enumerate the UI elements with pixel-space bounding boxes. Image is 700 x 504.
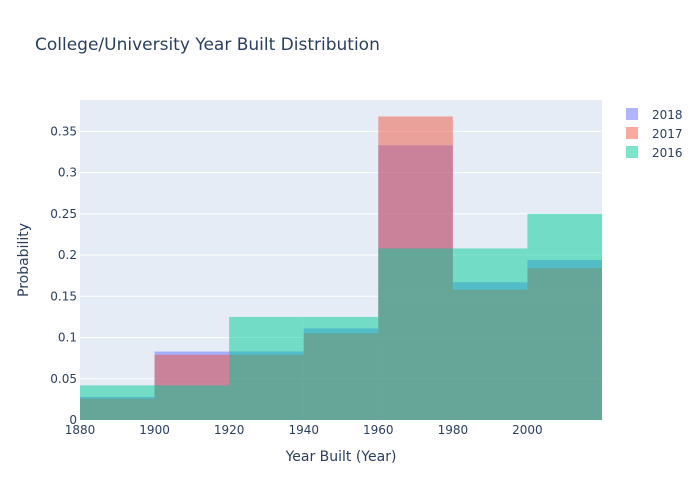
y-axis-ticks: 0 0.05 0.1 0.15 0.2 0.25 0.3 0.35 [50, 124, 77, 427]
x-tick-label: 1920 [214, 423, 245, 437]
bar-2016-1880[interactable] [80, 385, 155, 420]
bar-2016-1920[interactable] [229, 316, 304, 420]
x-tick-label: 1880 [65, 423, 96, 437]
y-tick-label: 0.05 [50, 372, 77, 386]
bar-2016-1980[interactable] [452, 248, 528, 420]
y-tick-label: 0.35 [50, 124, 77, 138]
legend-label: 2016 [652, 146, 683, 160]
legend-swatch [626, 108, 638, 120]
y-tick-label: 0.2 [58, 248, 77, 262]
series-2016 [80, 213, 602, 420]
y-tick-label: 0.25 [50, 207, 77, 221]
bars-layer [80, 116, 602, 420]
legend-swatch [626, 127, 638, 139]
bar-2016-1940[interactable] [303, 316, 379, 420]
y-tick-label: 0 [69, 413, 77, 427]
bar-2016-2000[interactable] [527, 213, 602, 420]
x-tick-label: 1900 [139, 423, 170, 437]
bar-2016-1960[interactable] [378, 248, 453, 420]
x-tick-label: 1980 [438, 423, 469, 437]
y-tick-label: 0.1 [58, 331, 77, 345]
y-tick-label: 0.3 [58, 166, 77, 180]
x-axis-ticks: 1880 1900 1920 1940 1960 1980 2000 [65, 423, 543, 437]
chart-title: College/University Year Built Distributi… [35, 35, 380, 55]
legend[interactable]: 2018 2017 2016 [626, 108, 683, 160]
x-tick-label: 1940 [288, 423, 319, 437]
legend-label: 2018 [652, 108, 683, 122]
x-axis-label: Year Built (Year) [285, 449, 397, 465]
legend-item-2017[interactable]: 2017 [626, 127, 683, 141]
legend-swatch [626, 146, 638, 158]
y-axis-label: Probability [16, 223, 32, 297]
legend-label: 2017 [652, 127, 683, 141]
legend-item-2016[interactable]: 2016 [626, 146, 683, 160]
bar-2016-1900[interactable] [154, 385, 230, 420]
x-tick-label: 1960 [363, 423, 394, 437]
y-tick-label: 0.15 [50, 289, 77, 303]
x-tick-label: 2000 [512, 423, 543, 437]
legend-item-2018[interactable]: 2018 [626, 108, 683, 122]
